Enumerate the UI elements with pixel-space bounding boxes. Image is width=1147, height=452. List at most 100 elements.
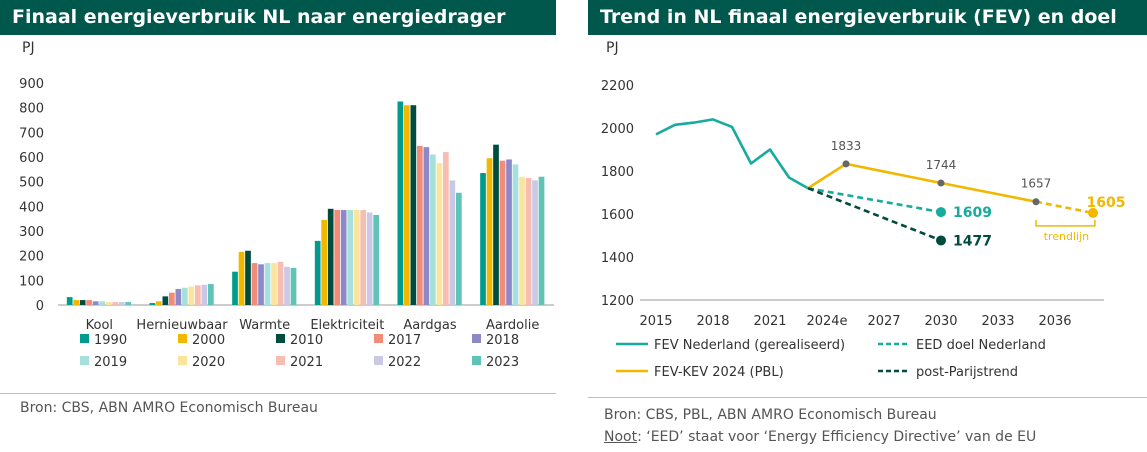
legend-swatch-2018	[472, 334, 481, 343]
legend-swatch-2020	[178, 356, 187, 365]
bar-kool-2019	[99, 301, 106, 305]
bar-warmte-2020	[271, 263, 277, 305]
bar-elektriciteit-2017	[334, 210, 341, 305]
x-tick-label: 2021	[753, 314, 786, 329]
data-marker-4	[936, 207, 946, 218]
bar-aardgas-2020	[436, 163, 443, 305]
bar-elektriciteit-2000	[321, 219, 328, 305]
legend-label-2022: 2022	[388, 355, 421, 370]
bar-kool-2018	[92, 301, 99, 305]
data-marker-1	[937, 179, 945, 187]
legend-swatch-2021	[276, 356, 285, 365]
legend-label-1: EED doel Nederland	[916, 338, 1046, 353]
right-chart-title: Trend in NL finaal energieverbruik (FEV)…	[588, 0, 1147, 35]
bar-aardgas-2019	[430, 154, 436, 305]
bar-warmte-2000	[238, 251, 245, 305]
note-label: Noot	[604, 429, 638, 445]
bar-hernieuwbaar-2000	[156, 301, 162, 305]
y-tick-label: 300	[19, 225, 44, 240]
legend-label-2023: 2023	[486, 355, 519, 370]
bar-aardgas-2010	[410, 105, 417, 305]
series-line-0	[655, 118, 809, 190]
series-line-2	[807, 162, 1037, 203]
legend-label-3: post-Parijstrend	[916, 365, 1018, 380]
bar-hernieuwbaar-2010	[162, 296, 169, 305]
x-tick-label: 2036	[1038, 314, 1071, 329]
bar-aardolie-1990	[480, 173, 486, 305]
bar-kool-2000	[73, 300, 80, 305]
y-axis-label: PJ	[22, 40, 35, 56]
x-tick-label: Kool	[86, 318, 113, 333]
x-tick-label: 2033	[981, 314, 1014, 329]
legend-swatch-2023	[472, 356, 481, 365]
x-tick-label: Aardgas	[403, 318, 456, 333]
annotation-label: 1744	[926, 158, 957, 172]
bar-kool-1990	[66, 297, 73, 305]
bar-aardgas-2000	[404, 105, 410, 305]
bar-chart: PJ 0 100 200 300 400 500 600 700 800 900 Kool Hernie…	[19, 40, 554, 370]
bar-hernieuwbaar-2021	[195, 285, 201, 305]
bar-aardolie-2010	[493, 144, 499, 305]
bar-warmte-1990	[232, 271, 238, 305]
legend-label-2019: 2019	[94, 355, 127, 370]
annotation-label: 1657	[1021, 177, 1052, 191]
annotation-label: 1609	[953, 205, 992, 221]
x-tick-label: Warmte	[239, 318, 290, 333]
x-tick-label: Elektriciteit	[310, 318, 384, 333]
bar-elektriciteit-2022	[366, 212, 373, 305]
legend-label-2020: 2020	[192, 355, 225, 370]
trendlijn-bracket	[1035, 219, 1096, 227]
series-line-1	[807, 186, 942, 214]
series-line-3	[807, 186, 942, 242]
legend-label-2021: 2021	[290, 355, 323, 370]
bar-warmte-2019	[264, 263, 271, 305]
bar-hernieuwbaar-2020	[188, 286, 195, 305]
y-tick-label: 0	[36, 299, 44, 314]
bar-warmte-2023	[290, 268, 297, 305]
bar-elektriciteit-2020	[353, 210, 360, 305]
bar-aardolie-2021	[525, 177, 532, 305]
x-tick-label: 2015	[639, 314, 672, 329]
y-tick-label: 1600	[601, 208, 634, 223]
bar-aardgas-2022	[449, 180, 456, 305]
bar-warmte-2021	[277, 261, 284, 305]
y-tick-label: 600	[19, 151, 44, 166]
legend-label-0: FEV Nederland (gerealiseerd)	[654, 338, 845, 353]
right-source: Bron: CBS, PBL, ABN AMRO Economisch Bure…	[604, 407, 937, 423]
bar-kool-2010	[79, 300, 86, 305]
legend-swatch-2017	[374, 334, 383, 343]
data-marker-5	[936, 235, 946, 246]
y-tick-label: 700	[19, 126, 44, 141]
data-marker-3	[1088, 207, 1098, 218]
bar-warmte-2018	[258, 264, 264, 305]
x-tick-label: 2027	[867, 314, 900, 329]
bar-aardgas-2023	[456, 192, 462, 305]
right-divider	[588, 397, 1147, 398]
bar-warmte-2010	[245, 250, 251, 305]
bar-hernieuwbaar-2022	[201, 284, 208, 305]
bar-elektriciteit-2021	[360, 210, 367, 305]
annotation-label: 1477	[953, 233, 992, 249]
bar-kool-2021	[112, 302, 119, 305]
y-tick-label: 1800	[601, 165, 634, 180]
bar-elektriciteit-2010	[327, 208, 334, 305]
legend-label-2: FEV-KEV 2024 (PBL)	[654, 365, 784, 380]
bar-kool-2022	[118, 302, 125, 305]
bar-aardgas-2018	[423, 147, 430, 305]
bar-hernieuwbaar-2023	[208, 284, 214, 305]
x-tick-label: 2018	[696, 314, 729, 329]
bar-aardolie-2023	[538, 176, 545, 305]
legend-label-2017: 2017	[388, 333, 421, 348]
bar-hernieuwbaar-2017	[169, 292, 175, 305]
bar-aardolie-2020	[519, 176, 525, 305]
bar-warmte-2017	[251, 263, 258, 305]
annotation-label: 1605	[1087, 195, 1126, 211]
y-tick-label: 800	[19, 102, 44, 117]
bar-kool-2017	[86, 300, 93, 305]
bar-aardolie-2000	[486, 158, 493, 305]
bar-aardolie-2018	[506, 159, 512, 305]
bar-elektriciteit-2019	[347, 210, 354, 305]
data-marker-0	[842, 160, 850, 168]
legend-swatch-2022	[374, 356, 383, 365]
x-tick-label: 2030	[924, 314, 957, 329]
